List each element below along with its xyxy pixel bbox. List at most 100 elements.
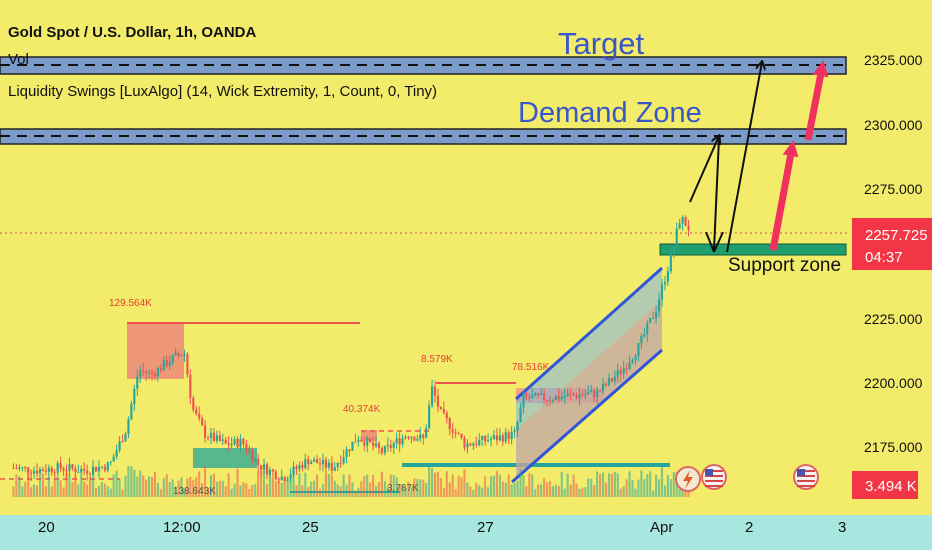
volume-bar <box>531 474 534 497</box>
volume-bar <box>245 483 248 497</box>
volume-bar <box>655 474 658 497</box>
liquidity-box-2 <box>193 448 257 468</box>
candle-body <box>466 443 469 448</box>
candle-body <box>383 445 386 453</box>
candle-body <box>27 467 30 473</box>
candle-body <box>133 388 136 405</box>
candle-body <box>50 467 53 473</box>
volume-bar <box>372 474 375 497</box>
volume-bar <box>634 488 637 497</box>
event-icons[interactable] <box>675 464 819 492</box>
candle-body <box>212 432 215 441</box>
candle-body <box>540 393 543 395</box>
candle-body <box>201 418 204 426</box>
candle-body <box>318 463 322 465</box>
flag-stripe <box>705 475 723 477</box>
support-zone <box>659 243 847 256</box>
price-tick-2325: 2325.000 <box>864 52 923 68</box>
candle-body <box>672 246 675 254</box>
candle-body <box>342 457 345 464</box>
volume-bar <box>298 473 301 497</box>
candle-body <box>560 396 563 400</box>
volume-bar <box>560 471 563 497</box>
volume-bar <box>100 482 103 497</box>
candle-body <box>599 390 602 392</box>
volume-bar <box>30 487 33 497</box>
candle-body <box>566 393 569 397</box>
candle-body <box>622 368 625 374</box>
volume-bar <box>507 474 510 497</box>
candle-body <box>534 393 537 396</box>
volume-bar <box>38 474 42 497</box>
volume-bar <box>460 477 463 497</box>
volume-bar <box>513 482 516 497</box>
candle-body <box>510 431 513 440</box>
volume-bar <box>97 485 101 497</box>
volume-bar <box>56 476 59 497</box>
candle-body <box>554 395 557 401</box>
volume-bar <box>18 476 21 497</box>
candle-body <box>640 336 643 344</box>
current-price-badge <box>852 218 932 270</box>
candle-body <box>21 467 24 469</box>
volume-bar <box>94 488 98 497</box>
candle-body <box>366 437 369 446</box>
candle-body <box>109 461 112 463</box>
candle-body <box>292 466 295 475</box>
volume-bar <box>554 484 557 497</box>
volume-bar <box>590 478 593 497</box>
time-axis[interactable]: 20 12:00 25 27 Apr 2 3 <box>38 519 846 536</box>
candle-body <box>660 284 664 300</box>
volume-bar <box>12 486 15 497</box>
candle-body <box>628 362 631 369</box>
volume-bar <box>616 473 619 497</box>
volume-bar <box>239 485 242 497</box>
channel-fill-upper <box>516 268 662 480</box>
volume-value: 3.494 K <box>865 478 917 495</box>
candle-body <box>118 441 121 451</box>
candle-body <box>649 318 652 324</box>
volume-bar <box>242 482 245 497</box>
volume-bar <box>271 477 274 497</box>
candle-body <box>47 467 50 472</box>
price-axis[interactable]: 2325.000 2300.000 2275.000 2225.000 2200… <box>852 52 932 499</box>
candle-body <box>224 439 227 444</box>
volume-bar <box>301 485 304 497</box>
volume-bar <box>118 479 121 497</box>
candle-body <box>257 459 260 466</box>
candle-body <box>115 450 118 457</box>
candle-body <box>280 476 283 481</box>
candle-body <box>593 390 596 397</box>
volume-bars <box>12 463 690 497</box>
volume-bar <box>162 478 165 497</box>
volume-bar <box>224 486 227 497</box>
time-tick-apr: Apr <box>650 519 673 536</box>
liquidity-line-6 <box>402 463 670 467</box>
volume-bar <box>41 473 45 497</box>
time-tick-25: 25 <box>302 519 319 536</box>
volume-bar <box>345 484 348 497</box>
volume-bar <box>268 471 272 497</box>
volume-bar <box>47 476 50 497</box>
candle-body <box>74 468 77 473</box>
volume-bar <box>445 471 448 497</box>
candle-body <box>663 281 667 285</box>
liquidity-box-1 <box>127 323 184 379</box>
volume-bar <box>153 471 157 497</box>
volume-bar <box>422 479 425 497</box>
volume-bar <box>510 484 513 497</box>
candle-body <box>139 370 142 377</box>
volume-bar <box>254 484 257 497</box>
volume-bar <box>212 473 215 497</box>
volume-bar <box>295 485 298 497</box>
target-zone <box>0 56 847 75</box>
volume-bar <box>168 482 171 497</box>
volume-bar <box>251 485 254 497</box>
volume-bar <box>610 473 613 497</box>
volume-bar <box>363 476 366 497</box>
volume-bar <box>389 474 392 497</box>
volume-bar <box>540 484 543 497</box>
channel-upper-line <box>514 266 664 401</box>
candle-body <box>183 353 186 355</box>
